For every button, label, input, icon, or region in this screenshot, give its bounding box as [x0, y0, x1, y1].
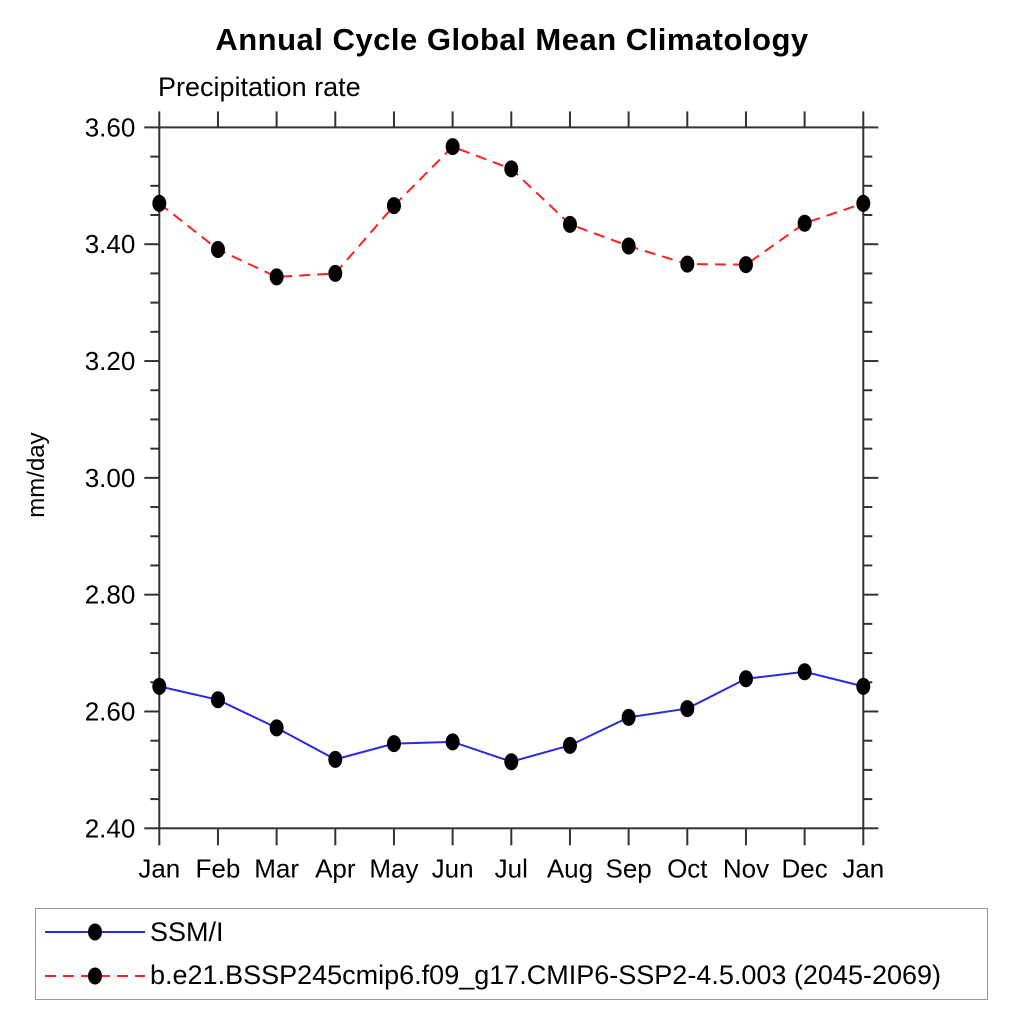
data-point-marker	[621, 708, 636, 726]
data-point-marker	[797, 214, 812, 232]
x-tick-label: May	[369, 853, 418, 883]
data-point-marker	[445, 733, 460, 751]
series-ssmi	[152, 663, 871, 771]
x-tick-label: Jan	[138, 853, 180, 883]
data-point-marker	[269, 268, 284, 286]
legend-item-ssmi: SSM/I	[40, 912, 987, 952]
data-point-marker	[562, 736, 577, 754]
legend-label-ssmi: SSM/I	[150, 916, 224, 947]
data-point-marker	[680, 700, 695, 718]
data-point-marker	[210, 240, 225, 258]
data-point-marker	[856, 194, 871, 212]
data-point-marker	[504, 160, 519, 178]
legend-swatch-dashed-line-dot-icon	[45, 967, 145, 985]
data-point-marker	[445, 138, 460, 156]
data-point-marker	[738, 256, 753, 274]
x-tick-label: Mar	[254, 853, 299, 883]
data-point-marker	[738, 670, 753, 688]
data-point-marker	[328, 750, 343, 768]
x-tick-label: Apr	[315, 853, 356, 883]
data-point-marker	[328, 264, 343, 282]
y-tick-label: 2.80	[85, 580, 136, 610]
x-tick-label: Jan	[842, 853, 884, 883]
series-model	[152, 138, 871, 286]
data-point-marker	[856, 677, 871, 695]
data-point-marker	[386, 735, 401, 753]
x-tick-label: Dec	[782, 853, 828, 883]
data-point-marker	[210, 691, 225, 709]
x-tick-label: Jul	[495, 853, 528, 883]
data-point-marker	[797, 663, 812, 681]
x-tick-label: Sep	[606, 853, 652, 883]
data-point-marker	[680, 255, 695, 273]
data-point-marker	[621, 237, 636, 255]
legend: SSM/I b.e21.BSSP245cmip6.f09_g17.CMIP6-S…	[35, 908, 988, 1000]
line-chart-canvas: 2.40 2.60 2.80 3.00 3.20 3.40 3.60 Jan Feb Mar Apr…	[85, 111, 884, 883]
axes: 2.40 2.60 2.80 3.00 3.20 3.40 3.60 Jan Feb Mar Apr…	[85, 111, 884, 883]
data-point-marker	[386, 197, 401, 215]
x-tick-label: Feb	[196, 853, 241, 883]
x-tick-label: Nov	[723, 853, 769, 883]
y-tick-label: 2.60	[85, 696, 136, 726]
x-tick-label: Jun	[432, 853, 474, 883]
y-tick-label: 3.60	[85, 112, 136, 142]
x-tick-label: Aug	[547, 853, 593, 883]
data-point-marker	[562, 215, 577, 233]
y-tick-label: 2.40	[85, 813, 136, 843]
data-point-marker	[504, 753, 519, 771]
data-point-marker	[269, 719, 284, 737]
chart-subtitle: Precipitation rate	[158, 72, 361, 102]
y-tick-label: 3.00	[85, 463, 136, 493]
legend-item-model: b.e21.BSSP245cmip6.f09_g17.CMIP6-SSP2-4.…	[40, 956, 987, 996]
x-tick-label: Oct	[667, 853, 708, 883]
chart-title: Annual Cycle Global Mean Climatology	[215, 22, 809, 57]
y-tick-label: 3.20	[85, 346, 136, 376]
data-point-marker	[152, 194, 167, 212]
y-tick-label: 3.40	[85, 229, 136, 259]
data-point-marker	[152, 677, 167, 695]
series-line	[159, 670, 864, 763]
legend-swatch-solid-line-dot-icon	[45, 923, 145, 941]
legend-label-model: b.e21.BSSP245cmip6.f09_g17.CMIP6-SSP2-4.…	[150, 960, 942, 991]
plot-frame	[158, 126, 865, 830]
